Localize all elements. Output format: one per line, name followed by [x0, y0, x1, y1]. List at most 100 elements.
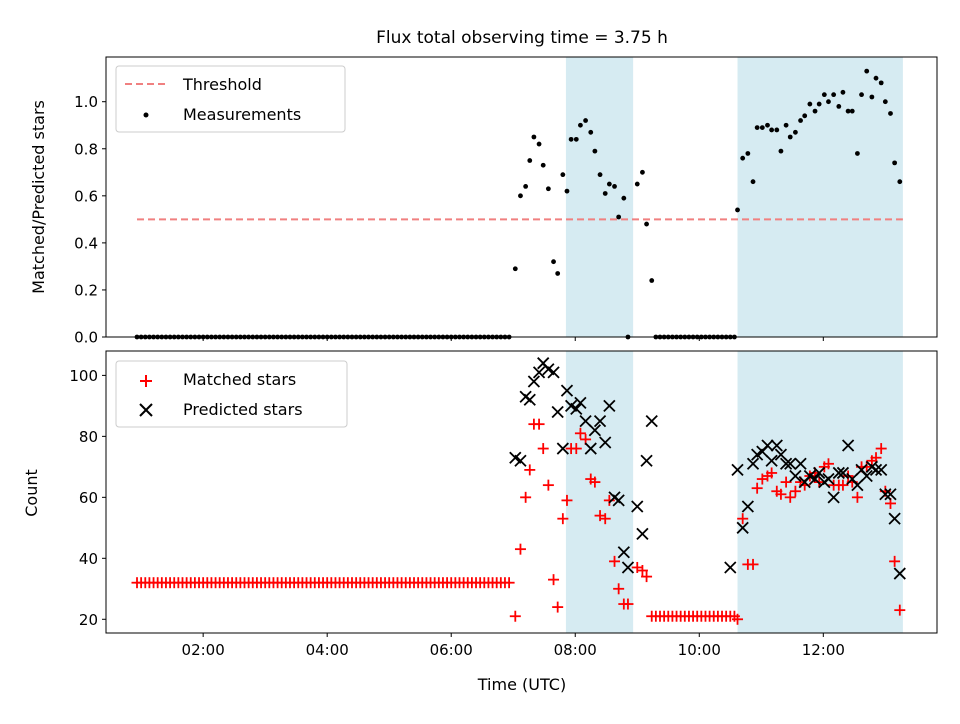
measurement-point — [518, 193, 523, 199]
measurement-point — [545, 186, 551, 192]
matched-stars-series — [131, 418, 906, 625]
matched-star-point — [514, 543, 526, 555]
measurement-point — [531, 134, 537, 140]
predicted-star-point — [574, 396, 587, 409]
predicted-star-point — [640, 454, 653, 467]
predicted-star-point — [884, 488, 897, 501]
top-y-label: Matched/Predicted stars — [29, 100, 48, 294]
legend-matched-label: Matched stars — [183, 370, 296, 389]
predicted-star-point — [612, 494, 625, 507]
matched-star-point — [533, 418, 545, 430]
measurement-point — [826, 99, 831, 105]
y-tick-label: 1.0 — [74, 93, 98, 111]
predicted-star-point — [603, 399, 616, 413]
x-tick-label: 10:00 — [678, 641, 721, 659]
measurement-point — [602, 191, 608, 196]
y-tick-label: 100 — [69, 367, 98, 385]
measurement-point — [759, 125, 765, 130]
measurement-point — [573, 136, 579, 142]
measurement-point — [855, 151, 860, 156]
measurement-point — [555, 271, 561, 276]
measurement-point — [735, 207, 740, 213]
matched-star-point — [641, 571, 653, 583]
x-tick-label: 04:00 — [306, 641, 349, 659]
measurement-point — [740, 155, 746, 161]
predicted-star-point — [599, 436, 612, 449]
x-tick-label: 08:00 — [554, 641, 597, 659]
y-tick-label: 0.4 — [74, 234, 98, 252]
shaded-region — [737, 351, 903, 633]
predicted-star-point — [631, 500, 644, 513]
matched-star-point — [599, 513, 611, 525]
predicted-star-point — [761, 439, 774, 452]
matched-star-point — [751, 482, 763, 494]
measurement-point — [597, 172, 603, 178]
measurement-point — [787, 134, 793, 140]
predicted-star-point — [532, 366, 546, 379]
measurement-point — [859, 92, 864, 98]
measurement-point — [640, 169, 645, 175]
x-axis-label: Time (UTC) — [477, 675, 566, 694]
matched-star-point — [548, 574, 560, 586]
top-x-ticks — [202, 337, 824, 341]
measurements-series — [134, 68, 903, 340]
measurement-point — [864, 68, 870, 74]
matched-star-point — [747, 558, 759, 570]
predicted-star-point — [731, 463, 744, 477]
measurement-point — [523, 184, 529, 189]
predicted-star-point — [551, 405, 564, 419]
matched-star-point — [737, 513, 749, 525]
predicted-star-point — [570, 402, 583, 416]
measurement-point — [644, 221, 649, 227]
matched-star-point — [822, 458, 834, 470]
measurement-point — [592, 148, 598, 154]
measurement-point — [750, 179, 756, 185]
measurement-point — [616, 214, 622, 220]
measurement-point — [564, 188, 570, 194]
measurement-point — [831, 92, 837, 98]
predicted-star-point — [813, 466, 826, 480]
predicted-star-point — [860, 469, 873, 483]
matched-star-point — [524, 464, 536, 476]
measurement-point — [512, 266, 518, 272]
x-tick-label: 02:00 — [182, 641, 225, 659]
predicted-star-point — [593, 414, 607, 428]
predicted-star-point — [588, 424, 602, 437]
matched-star-point — [520, 491, 532, 503]
measurement-point — [606, 181, 612, 187]
legend-measurements-label: Measurements — [183, 105, 301, 124]
measurement-point — [897, 179, 903, 185]
measurement-point — [527, 158, 533, 163]
predicted-star-point — [770, 439, 783, 452]
bottom-x-axis: 02:00 04:00 06:00 08:00 10:00 12:00 — [182, 633, 845, 659]
matched-star-point — [552, 601, 564, 613]
predicted-star-point — [822, 472, 835, 486]
matched-star-point — [837, 479, 849, 491]
measurement-point — [840, 89, 846, 95]
predicted-star-point — [827, 491, 840, 504]
matched-star-point — [636, 565, 648, 577]
matched-star-point — [613, 583, 625, 595]
matched-star-point — [766, 467, 778, 479]
top-legend-box — [115, 65, 346, 133]
measurement-point — [568, 136, 574, 142]
matched-star-point — [570, 443, 582, 455]
predicted-stars-series — [509, 357, 906, 580]
predicted-star-point — [784, 457, 797, 470]
bottom-shaded-regions — [565, 351, 903, 633]
matched-star-point — [889, 555, 901, 567]
predicted-star-point — [621, 561, 635, 574]
predicted-star-point — [746, 457, 760, 470]
measurement-point — [807, 101, 813, 107]
y-tick-label: 0.6 — [74, 187, 98, 205]
predicted-star-point — [736, 521, 749, 534]
legend-threshold-label: Threshold — [182, 75, 262, 94]
predicted-star-point — [765, 454, 778, 467]
measurement-point — [588, 129, 594, 135]
bottom-legend-box — [115, 360, 348, 428]
matched-star-point — [603, 494, 615, 506]
measurement-point — [778, 148, 784, 154]
predicted-star-point — [514, 454, 527, 467]
